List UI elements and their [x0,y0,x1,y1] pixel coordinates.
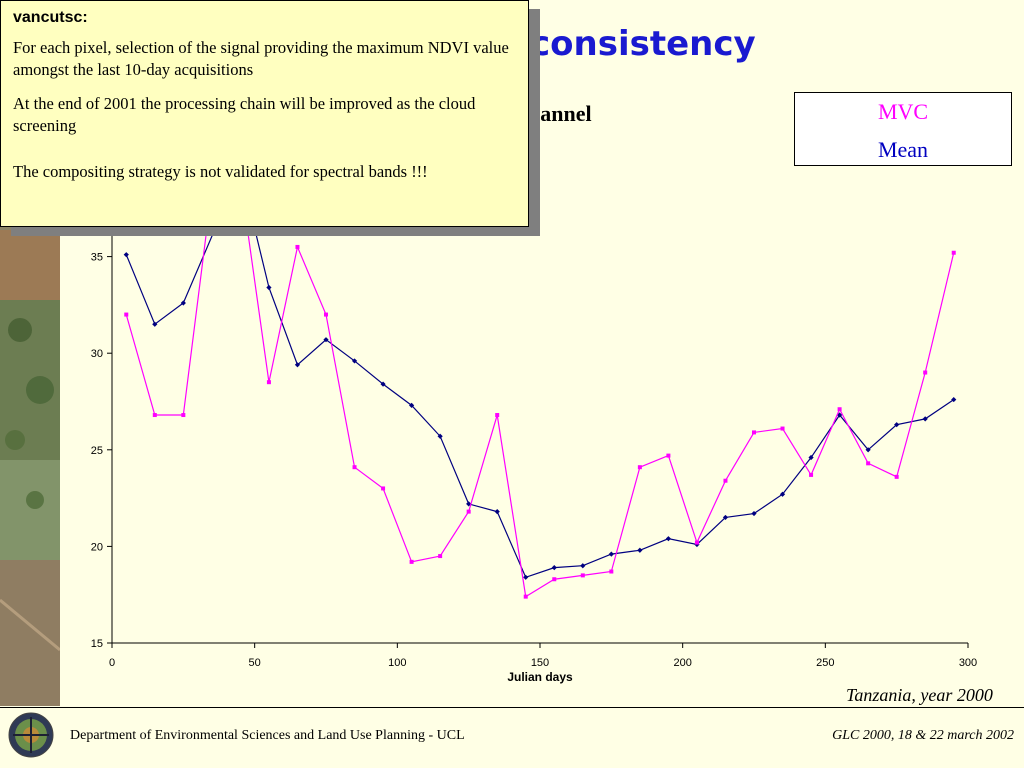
data-point-mean [751,510,757,517]
data-point-mean [523,574,529,580]
chart-caption: Tanzania, year 2000 [846,685,993,705]
data-point-mvc [609,569,614,574]
data-point-mean [152,321,158,327]
data-point-mean [437,433,443,439]
legend-item-mean: Mean [877,137,929,162]
data-point-mvc [152,413,157,418]
chart-legend: MVC Mean [794,92,1012,166]
data-point-mvc [723,478,728,483]
data-point-mean [665,536,671,542]
data-point-mvc [181,413,186,418]
data-point-mean [951,396,957,403]
data-point-mvc [466,509,471,514]
line-chart: 15 20 25 30 35 0 50 100 150 200 250 300 Julian day… [91,160,977,684]
data-point-mvc [866,461,871,466]
data-point-mean [722,514,729,521]
data-point-mean [580,563,586,569]
comment-note: vancutsc: For each pixel, selection of t… [0,0,529,227]
data-point-mvc [837,407,842,412]
data-point-mvc [552,577,557,582]
data-point-mvc [637,465,642,470]
data-point-mvc [752,430,756,435]
data-point-mean [494,509,500,515]
footer-department: Department of Environmental Sciences and… [70,728,465,743]
note-title: vancutsc: [13,9,88,26]
data-point-mvc [923,370,928,375]
data-point-mvc [580,573,585,578]
data-point-mean [779,491,786,497]
y-tick-label: 30 [91,348,103,360]
data-point-mvc [324,312,328,317]
data-point-mean [323,337,329,343]
x-tick-label: 300 [959,657,977,669]
data-point-mvc [666,453,671,458]
y-tick-label: 20 [91,541,103,553]
data-point-mean [865,447,871,453]
data-point-mean [409,402,415,408]
data-point-mean [351,358,358,364]
institution-logo-icon [8,712,54,758]
x-tick-label: 250 [816,657,834,669]
data-point-mean [380,381,386,387]
footer-divider [0,707,1024,708]
slide-title: consistency [530,24,756,64]
data-point-mvc [124,312,129,317]
note-paragraph: At the end of 2001 the processing chain … [13,94,476,135]
note-paragraph: For each pixel, selection of the signal … [13,38,509,79]
x-tick-label: 150 [531,657,549,669]
x-tick-label: 0 [109,657,115,669]
data-point-mvc [694,540,699,545]
data-point-mvc [266,380,271,385]
data-point-mean [637,547,643,553]
data-point-mean [180,300,186,306]
y-tick-label: 25 [91,445,103,457]
note-paragraph: The compositing strategy is not validate… [13,162,428,181]
x-tick-label: 50 [249,657,261,669]
data-point-mean [294,362,301,368]
data-point-mean [266,284,272,291]
data-point-mvc [409,559,414,564]
data-point-mvc [381,486,386,491]
data-point-mean [922,416,928,422]
data-point-mean [894,422,900,428]
data-point-mvc [295,244,300,249]
y-tick-label: 35 [91,252,103,264]
y-tick-label: 15 [91,638,103,650]
x-axis-label: Julian days [507,670,573,684]
data-point-mvc [809,472,814,477]
series-line-mvc [125,178,955,598]
data-point-mvc [894,474,899,479]
data-point-mean [551,565,557,571]
data-point-mvc [951,250,956,255]
x-tick-label: 100 [388,657,406,669]
legend-item-mvc: MVC [877,99,929,124]
footer-event: GLC 2000, 18 & 22 march 2002 [832,728,1014,743]
data-point-mvc [495,413,500,418]
data-point-mvc [438,554,443,559]
data-point-mvc [523,594,528,599]
x-tick-label: 200 [673,657,691,669]
data-point-mvc [352,465,357,470]
data-point-mvc [780,426,785,431]
data-point-mean [808,454,814,461]
data-point-mean [608,551,614,557]
data-point-mean [123,252,129,258]
